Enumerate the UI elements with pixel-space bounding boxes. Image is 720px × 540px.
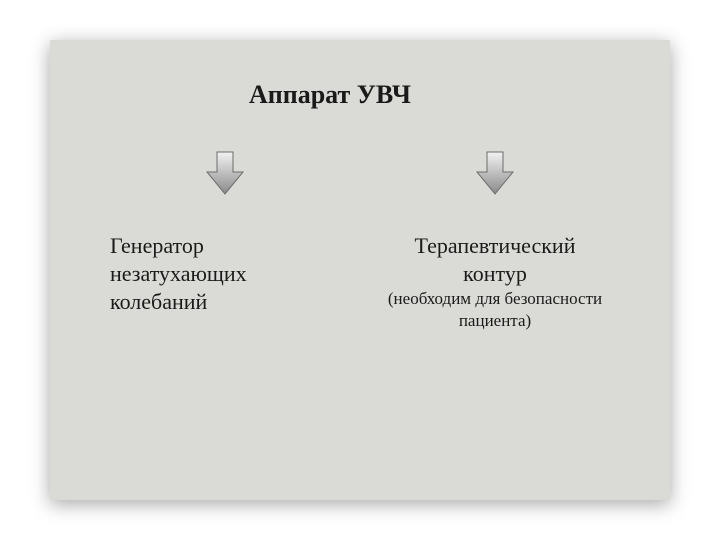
column-right-sub: (необходим для безопасности пациента): [380, 288, 610, 332]
arrow-right: [475, 150, 515, 196]
slide-title: Аппарат УВЧ: [40, 80, 620, 110]
column-right-text: Терапевтический контур (необходим для бе…: [380, 232, 610, 332]
columns: Генератор незатухающих колебаний Тера: [100, 150, 620, 332]
arrow-down-icon: [475, 150, 515, 196]
column-right: Терапевтический контур (необходим для бе…: [380, 150, 610, 332]
column-right-main: Терапевтический контур: [380, 232, 610, 288]
column-left-main: Генератор незатухающих колебаний: [110, 232, 340, 316]
arrow-left: [205, 150, 245, 196]
column-left: Генератор незатухающих колебаний: [110, 150, 340, 332]
slide: Аппарат УВЧ Генератор незатухающих колеб…: [50, 40, 670, 500]
arrow-down-icon: [205, 150, 245, 196]
column-left-text: Генератор незатухающих колебаний: [110, 232, 340, 316]
